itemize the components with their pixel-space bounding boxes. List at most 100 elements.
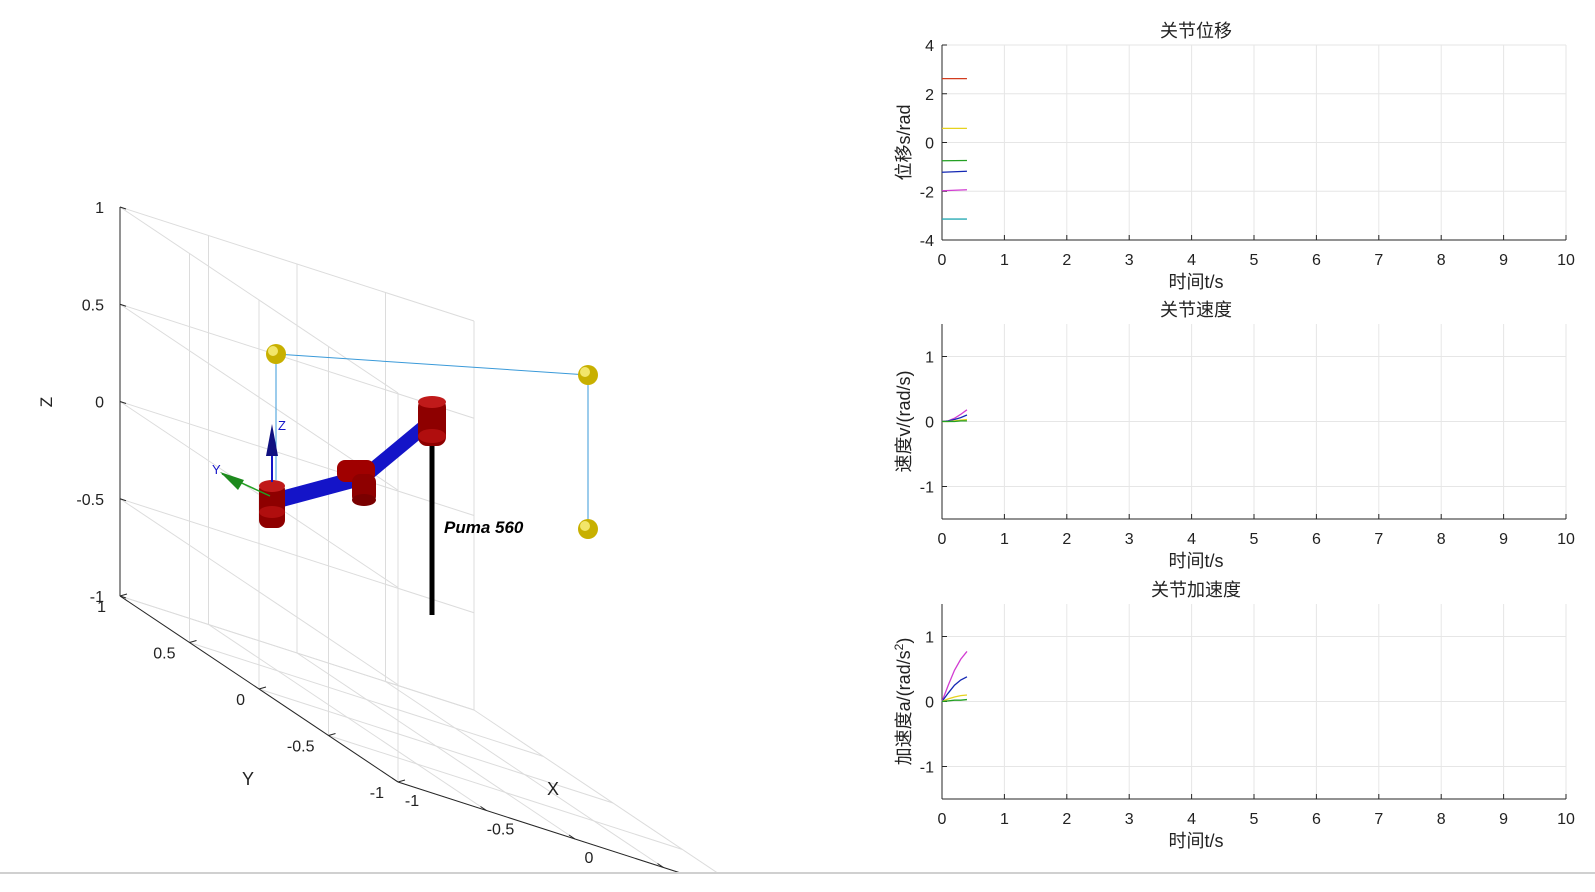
x-tick-label: 0 [938, 252, 947, 269]
robot-3d-grid [120, 207, 752, 890]
chart-title: 关节速度 [1160, 300, 1232, 320]
x-tick-label: 2 [1062, 252, 1071, 269]
y-tick-label: 0.5 [153, 646, 175, 663]
x-tick-label: 0 [938, 811, 947, 828]
y-tick [190, 641, 197, 643]
y-tick-label: 0 [925, 136, 934, 153]
y-tick-label: 1 [97, 599, 106, 616]
x-tick-label: 6 [1312, 811, 1321, 828]
x-tick-label: 7 [1374, 252, 1383, 269]
waypoint-1 [266, 344, 286, 364]
z-tick-label: 0.5 [82, 297, 104, 314]
grid-line [386, 682, 664, 868]
series-line [942, 190, 967, 191]
y-tick-label: -2 [920, 184, 934, 201]
x-axis-label: X [547, 779, 559, 799]
z-tick-label: 1 [95, 200, 104, 217]
y-tick-label: 0 [236, 692, 245, 709]
figure-bottom-border [0, 872, 1595, 892]
x-tick-label: 3 [1125, 811, 1134, 828]
path-segment-top [276, 354, 588, 375]
y-tick-label: 0 [925, 695, 934, 712]
y-tick-label: 0 [925, 415, 934, 432]
y-tick-label: 2 [925, 87, 934, 104]
x-tick-label: 7 [1374, 811, 1383, 828]
x-axis-label: 时间t/s [1168, 272, 1223, 292]
waypoint-3 [578, 519, 598, 539]
robot-name-label: Puma 560 [444, 518, 524, 537]
x-tick-label: 9 [1499, 531, 1508, 548]
x-tick-label: 9 [1499, 811, 1508, 828]
x-axis-label: 时间t/s [1168, 831, 1223, 851]
z-tick-label: -0.5 [76, 492, 104, 509]
series-line [942, 677, 967, 702]
y-tick [259, 687, 266, 689]
y-axis-label: 速度v/(rad/s) [894, 370, 914, 472]
y-tick-label: -1 [920, 480, 934, 497]
x-tick-label: 0 [938, 531, 947, 548]
x-tick-label: 8 [1437, 252, 1446, 269]
x-tick-label: 10 [1557, 531, 1575, 548]
x-tick-label: 8 [1437, 531, 1446, 548]
x-tick-label: 3 [1125, 252, 1134, 269]
waypoint-2 [578, 365, 598, 385]
robot-3d-axes [120, 207, 752, 890]
x-tick-label: 8 [1437, 811, 1446, 828]
z-tick-label: 0 [95, 395, 104, 412]
y-axis-label: 加速度a/(rad/s2) [892, 638, 914, 766]
y-tick-label: 1 [925, 350, 934, 367]
tool-y-arrow [220, 472, 244, 490]
tool-y-label: Y [212, 462, 221, 477]
grid-line [474, 710, 752, 890]
y-tick-label: -1 [920, 760, 934, 777]
y-tick [398, 780, 405, 782]
y-tick [120, 594, 127, 596]
x-tick-label: -1 [405, 793, 419, 810]
x-tick-label: 5 [1250, 252, 1259, 269]
z-axis-label: Z [37, 397, 56, 407]
y-tick [329, 734, 336, 736]
x-tick-label: 10 [1557, 252, 1575, 269]
x-tick-label: 5 [1250, 531, 1259, 548]
x-tick-label: 0 [585, 850, 594, 867]
x-tick-label: 5 [1250, 811, 1259, 828]
y-tick-label: 4 [925, 38, 934, 55]
y-tick-label: -4 [920, 233, 934, 250]
x-tick-label: 6 [1312, 531, 1321, 548]
chart-title: 关节位移 [1160, 21, 1232, 41]
x-tick-label: -0.5 [487, 822, 515, 839]
series-line [942, 651, 967, 701]
series-line [942, 421, 967, 422]
joint-wrist [259, 480, 285, 528]
y-tick-label: -1 [370, 785, 384, 802]
y-axis-label: 位移s/rad [894, 104, 914, 180]
y-tick-label: -0.5 [287, 739, 315, 756]
tool-z-label: Z [278, 418, 286, 433]
x-tick-label: 4 [1187, 531, 1196, 548]
x-tick-label: 1 [1000, 531, 1009, 548]
x-tick-label: 7 [1374, 531, 1383, 548]
x-tick-label: 3 [1125, 531, 1134, 548]
x-tick-label: 10 [1557, 811, 1575, 828]
chart-title: 关节加速度 [1151, 580, 1241, 600]
x-tick-label: 9 [1499, 252, 1508, 269]
x-tick-label: 1 [1000, 252, 1009, 269]
x-tick-label: 4 [1187, 252, 1196, 269]
x-tick-label: 2 [1062, 531, 1071, 548]
y-tick-label: 1 [925, 630, 934, 647]
x-tick-label: 6 [1312, 252, 1321, 269]
joint-shoulder [418, 396, 446, 446]
x-tick [392, 778, 398, 782]
x-tick-label: 4 [1187, 811, 1196, 828]
x-tick-label: 2 [1062, 811, 1071, 828]
y-axis-label: Y [242, 769, 254, 789]
series-line [942, 171, 967, 172]
x-axis-label: 时间t/s [1168, 551, 1223, 571]
x-tick-label: 1 [1000, 811, 1009, 828]
